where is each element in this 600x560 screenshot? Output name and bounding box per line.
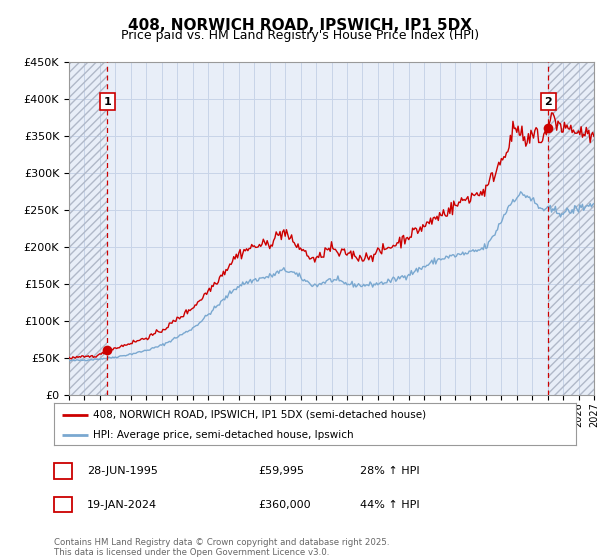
Text: 2: 2 <box>59 498 67 511</box>
Text: 44% ↑ HPI: 44% ↑ HPI <box>360 500 419 510</box>
Text: 19-JAN-2024: 19-JAN-2024 <box>87 500 157 510</box>
Text: 28% ↑ HPI: 28% ↑ HPI <box>360 466 419 476</box>
Text: Price paid vs. HM Land Registry's House Price Index (HPI): Price paid vs. HM Land Registry's House … <box>121 29 479 42</box>
Text: £360,000: £360,000 <box>258 500 311 510</box>
Text: 28-JUN-1995: 28-JUN-1995 <box>87 466 158 476</box>
Text: 2: 2 <box>545 96 553 106</box>
Text: 408, NORWICH ROAD, IPSWICH, IP1 5DX: 408, NORWICH ROAD, IPSWICH, IP1 5DX <box>128 18 472 33</box>
Text: Contains HM Land Registry data © Crown copyright and database right 2025.
This d: Contains HM Land Registry data © Crown c… <box>54 538 389 557</box>
Text: 1: 1 <box>104 96 112 106</box>
Text: £59,995: £59,995 <box>258 466 304 476</box>
Text: HPI: Average price, semi-detached house, Ipswich: HPI: Average price, semi-detached house,… <box>93 430 354 440</box>
Text: 1: 1 <box>59 464 67 478</box>
Text: 408, NORWICH ROAD, IPSWICH, IP1 5DX (semi-detached house): 408, NORWICH ROAD, IPSWICH, IP1 5DX (sem… <box>93 410 426 420</box>
